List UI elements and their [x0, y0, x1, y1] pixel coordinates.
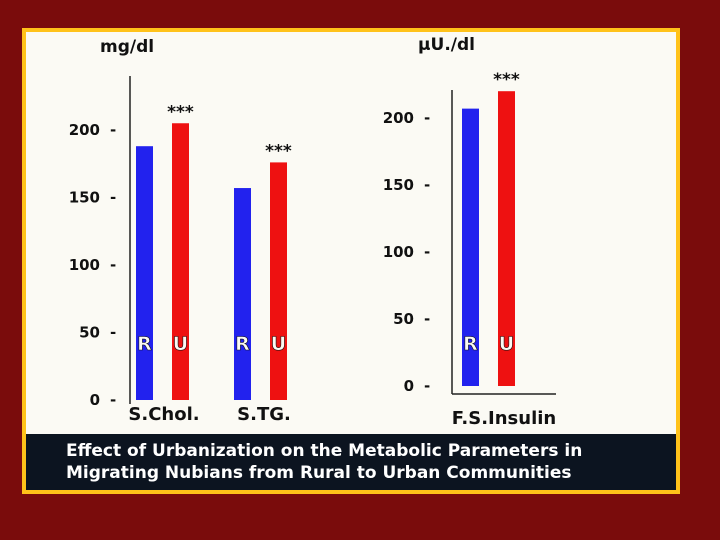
category-label: S.Chol.: [128, 404, 199, 425]
y-tick-mark: -: [424, 377, 430, 395]
y-tick-label: 50: [79, 324, 100, 342]
significance-annotation: ***: [265, 141, 292, 161]
y-tick-label: 100: [69, 256, 100, 274]
charts-svg: mg/dl0 -50 -100 -150 -200 -R U***S.Chol.R U***S…: [69, 35, 557, 429]
y-tick-mark: -: [110, 189, 116, 207]
y-tick-label: 0: [90, 391, 100, 409]
y-tick-label: 100: [383, 243, 414, 261]
category-label: F.S.Insulin: [452, 408, 556, 429]
bar-series-label: U: [271, 333, 286, 355]
bar-u: [498, 91, 515, 386]
bar-u: [172, 123, 189, 400]
y-tick-mark: -: [110, 391, 116, 409]
bar-series-label: R: [137, 333, 152, 355]
y-tick-mark: -: [110, 324, 116, 342]
caption-line-2: Migrating Nubians from Rural to Urban Co…: [66, 463, 572, 483]
slide-content: mg/dl 0-50-100-150-200- R U *** S.Chol. R U *** S…: [26, 32, 676, 490]
caption-banner: Effect of Urbanization on the Metabolic …: [26, 434, 676, 490]
bar-series-label: R: [235, 333, 250, 355]
y-tick-mark: -: [424, 243, 430, 261]
y-tick-mark: -: [424, 109, 430, 127]
y-tick-mark: -: [110, 121, 116, 139]
slide: mg/dl 0-50-100-150-200- R U *** S.Chol. R U *** S…: [22, 28, 680, 494]
y-tick-label: 150: [69, 189, 100, 207]
y-tick-label: 150: [383, 176, 414, 194]
bar-r: [234, 188, 251, 400]
y-tick-label: 200: [383, 109, 414, 127]
y-axis-label: μU./dl: [418, 35, 475, 55]
y-tick-mark: -: [424, 310, 430, 328]
y-tick-label: 0: [404, 377, 414, 395]
bar-u: [270, 162, 287, 400]
y-tick-mark: -: [110, 256, 116, 274]
category-label: S.TG.: [237, 404, 291, 425]
bar-r: [462, 108, 479, 387]
bar-series-label: U: [499, 333, 514, 355]
significance-annotation: ***: [493, 70, 520, 90]
y-axis-label: mg/dl: [100, 37, 154, 57]
bar-r: [136, 146, 153, 400]
bar-series-label: R: [463, 333, 478, 355]
y-tick-label: 50: [393, 310, 414, 328]
y-tick-label: 200: [69, 121, 100, 139]
caption-line-1: Effect of Urbanization on the Metabolic …: [66, 441, 583, 461]
significance-annotation: ***: [167, 102, 194, 122]
y-tick-mark: -: [424, 176, 430, 194]
bar-series-label: U: [173, 333, 188, 355]
